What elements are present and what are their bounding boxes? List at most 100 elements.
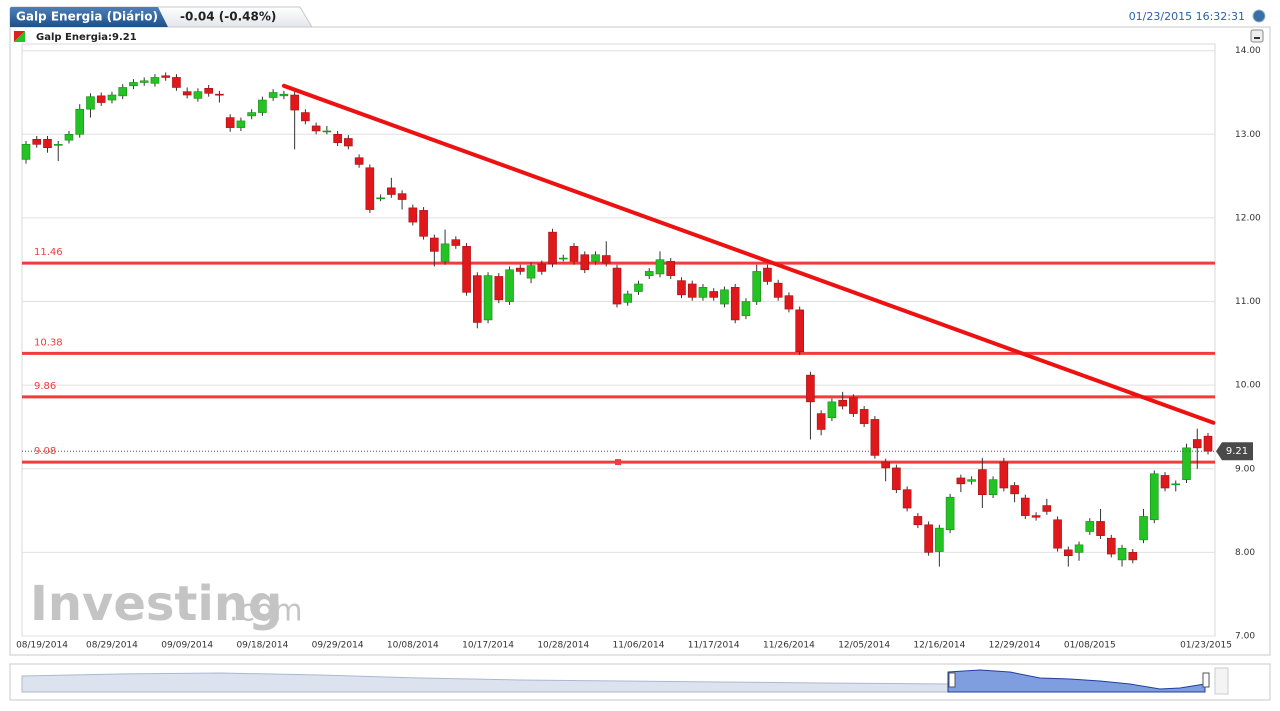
candle-body: [505, 269, 514, 302]
candle-body: [526, 265, 536, 279]
plot-layer: 14.00 13.00 12.00 11.00 10.00 9.00 8.00 7.00 08/…: [16, 46, 1261, 650]
candle-body: [849, 397, 858, 414]
candle-body: [1139, 516, 1148, 541]
candle-body: [53, 144, 63, 146]
candle-body: [1203, 435, 1213, 452]
candle-body: [655, 259, 665, 275]
candle-body: [1064, 549, 1073, 557]
x-tick-label: 08/29/2014: [86, 641, 138, 651]
candle-body: [64, 134, 74, 141]
candle-body: [225, 117, 235, 128]
minimize-glyph: [1254, 37, 1260, 39]
candle-body: [687, 283, 697, 298]
y-tick-label: 13.00: [1235, 130, 1261, 140]
candle-body: [1042, 505, 1052, 512]
candle-body: [268, 92, 278, 98]
candle-body: [763, 267, 772, 282]
candle-body: [548, 231, 557, 265]
candle-body: [956, 477, 966, 485]
candle-body: [1031, 515, 1041, 518]
y-tick-label: 12.00: [1235, 213, 1261, 223]
minimize-button[interactable]: [1250, 29, 1264, 43]
x-tick-label: 11/06/2014: [613, 641, 665, 651]
candle-body: [322, 130, 332, 133]
candle-body: [935, 527, 944, 552]
candle-body: [75, 108, 85, 135]
navigator-window[interactable]: [947, 669, 1206, 693]
navigator-handle[interactable]: [1202, 672, 1210, 688]
level-label: 9.86: [34, 381, 56, 392]
timestamp: 01/23/2015 16:32:31: [1129, 10, 1245, 23]
candle-body: [129, 82, 138, 87]
candle-body: [612, 267, 622, 305]
candle-body: [387, 187, 396, 195]
watermark: .com: [229, 594, 303, 629]
candle-body: [440, 243, 450, 262]
x-tick-label: 09/18/2014: [236, 641, 288, 651]
candle-body: [43, 139, 52, 148]
candle-body: [752, 271, 761, 302]
candle-body: [827, 401, 837, 419]
candle-body: [816, 413, 826, 430]
candle-body: [247, 112, 256, 117]
candle-body: [1053, 519, 1062, 549]
candle-body: [1085, 521, 1095, 532]
y-tick-label: 14.00: [1235, 46, 1261, 56]
candle-body: [215, 93, 224, 96]
x-tick-label: 09/29/2014: [312, 641, 364, 651]
candle-body: [279, 93, 289, 97]
y-tick-label: 8.00: [1235, 548, 1255, 558]
candle-body: [193, 91, 203, 99]
last-price-label: 9.21: [1226, 446, 1248, 457]
candle-body: [709, 291, 719, 298]
candle-body: [773, 282, 783, 298]
level-handle: [615, 459, 621, 466]
x-tick-label: 12/29/2014: [989, 641, 1041, 651]
candle-body: [806, 374, 815, 403]
candle-body: [1182, 447, 1191, 480]
legend-label: Galp Energia:9.21: [36, 32, 137, 43]
candle-body: [236, 120, 246, 128]
x-tick-label: 08/19/2014: [16, 641, 68, 651]
chart-title: Galp Energia (Diário): [16, 10, 158, 24]
candle-body: [601, 255, 611, 264]
y-tick-label: 11.00: [1235, 297, 1261, 307]
candle-body: [354, 157, 364, 165]
candle-body: [591, 254, 600, 262]
watermark: Investing: [30, 576, 282, 632]
candle-body: [988, 479, 998, 495]
candle-body: [86, 96, 95, 110]
candle-body: [1149, 473, 1159, 521]
candle-body: [483, 275, 493, 321]
candle-body: [698, 287, 708, 298]
title-tab: [10, 7, 168, 27]
candle-body: [419, 210, 428, 237]
candle-body: [494, 276, 504, 301]
x-tick-label: 01/23/2015: [1180, 641, 1232, 651]
candle-body: [139, 80, 149, 83]
candle-body: [978, 469, 987, 495]
candle-body: [784, 295, 794, 310]
navigator-scroll[interactable]: [1214, 667, 1229, 695]
candle-body: [96, 95, 106, 103]
candle-body: [301, 112, 310, 122]
level-label: 10.38: [34, 337, 63, 348]
candle-body: [1128, 552, 1138, 561]
settings-icon[interactable]: [1252, 9, 1266, 23]
navigator-handle[interactable]: [948, 672, 956, 688]
candle-body: [623, 293, 633, 303]
candle-body: [634, 283, 643, 292]
x-tick-label: 09/09/2014: [161, 641, 213, 651]
candle-body: [258, 99, 267, 113]
candle-body: [397, 193, 407, 200]
trend-line: [281, 83, 1216, 425]
candle-body: [408, 207, 418, 223]
candle-body: [161, 75, 170, 78]
x-tick-label: 01/08/2015: [1064, 641, 1116, 651]
candle-body: [666, 261, 676, 276]
candle-body: [333, 134, 342, 143]
x-tick-label: 10/17/2014: [462, 641, 514, 651]
candle-body: [795, 309, 804, 353]
candle-body: [730, 287, 740, 321]
